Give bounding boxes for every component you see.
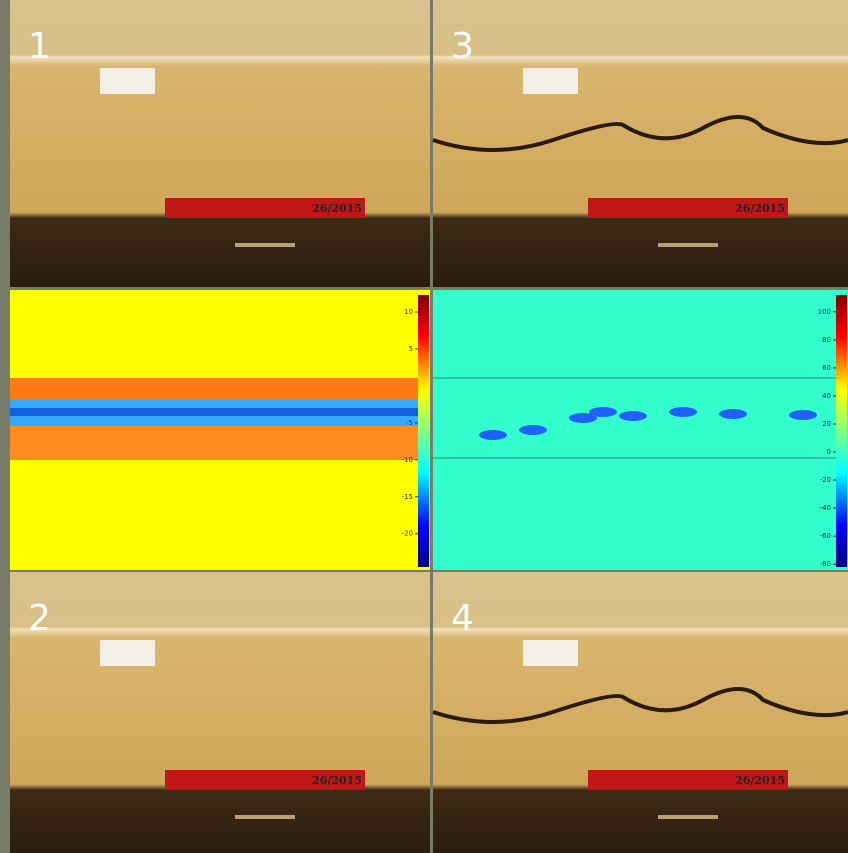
colorbar-tick-label: 20	[822, 420, 831, 428]
photo-panel: 26/2015 3	[433, 0, 848, 287]
card	[100, 68, 155, 94]
figure: 26/2015 1 26/2015 3 26/2015 2 26/2015 4 10 5 -5 -10…	[0, 0, 848, 853]
ruler-text: 26/2015	[735, 774, 785, 787]
colorbar-tick-label: 5	[409, 345, 413, 353]
colorbar-tick-label: 10	[404, 308, 413, 316]
blob	[479, 430, 507, 440]
card	[523, 640, 578, 666]
colorbar-tick-label: -60	[820, 532, 831, 540]
colorbar-tick-label: -20	[402, 530, 413, 538]
sand-photo	[10, 572, 430, 853]
card	[100, 640, 155, 666]
panel-label: 4	[451, 598, 474, 639]
strain-map: 100 80 60 40 20 0 -20 -40 -60 -80	[433, 290, 848, 570]
colorbar-tick-label: 60	[822, 364, 831, 372]
colorbar-tick-label: -15	[402, 493, 413, 501]
map-bg	[433, 290, 848, 570]
band-bot	[10, 426, 418, 460]
bar	[235, 243, 295, 247]
colorbar-tick-label: 0	[827, 448, 831, 456]
band-top	[10, 378, 418, 402]
colorbar-tick-label: -80	[820, 560, 831, 568]
colorbar-tick-label: -40	[820, 504, 831, 512]
photo-panel: 26/2015 2	[10, 572, 430, 853]
bar	[658, 243, 718, 247]
bar	[658, 815, 718, 819]
colorbar	[418, 295, 429, 567]
panel-label: 3	[451, 26, 474, 67]
panel-label: 1	[28, 26, 51, 67]
photo-panel: 26/2015 4	[433, 572, 848, 853]
colorbar-tick-label: -10	[402, 456, 413, 464]
blob	[789, 410, 817, 420]
photo-panel: 26/2015 1	[10, 0, 430, 287]
blob	[619, 411, 647, 421]
colorbar-tick-label: -20	[820, 476, 831, 484]
strain-map: 10 5 -5 -10 -15 -20	[10, 290, 430, 570]
panel-label: 2	[28, 598, 51, 639]
ruler-text: 26/2015	[312, 774, 362, 787]
blob	[719, 409, 747, 419]
blob	[669, 407, 697, 417]
blob	[589, 407, 617, 417]
sand-photo	[10, 0, 430, 287]
colorbar-tick-label: -5	[406, 419, 413, 427]
sand-photo	[433, 572, 848, 853]
ruler-text: 26/2015	[312, 202, 362, 215]
ruler-text: 26/2015	[735, 202, 785, 215]
colorbar-tick-label: 80	[822, 336, 831, 344]
bar	[235, 815, 295, 819]
sand-photo	[433, 0, 848, 287]
band-mid2	[10, 408, 418, 416]
colorbar-tick-label: 40	[822, 392, 831, 400]
blob	[519, 425, 547, 435]
colorbar	[836, 295, 847, 567]
colorbar-tick-label: 100	[818, 308, 831, 316]
card	[523, 68, 578, 94]
